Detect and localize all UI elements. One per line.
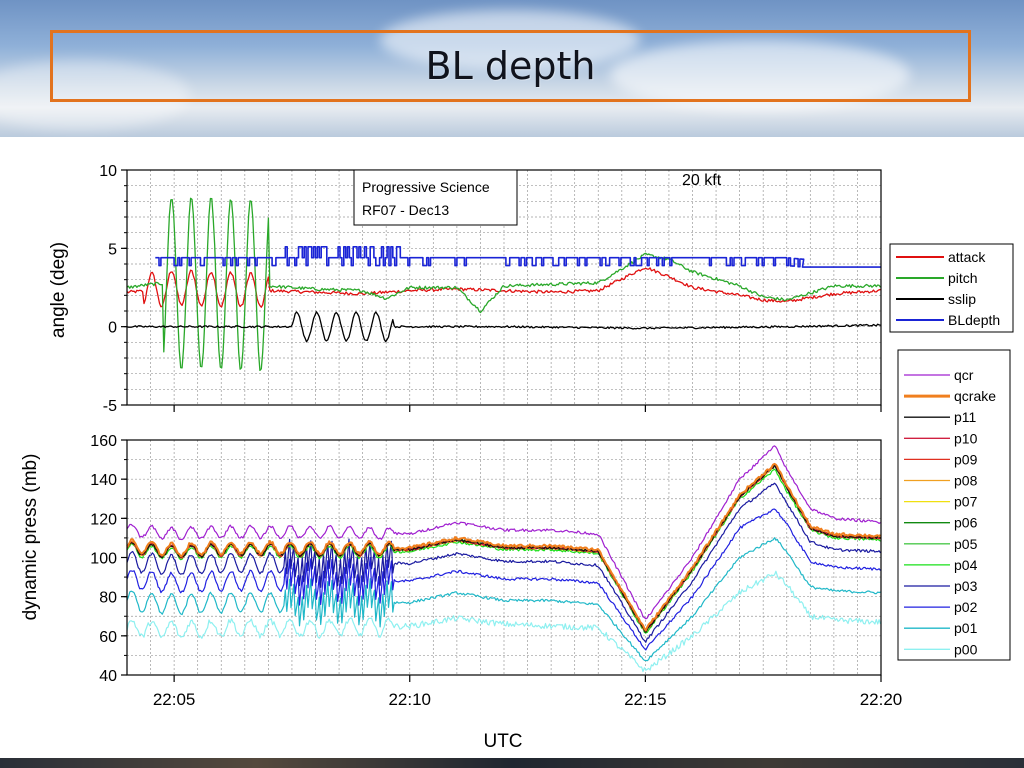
y-tick-label: 10 — [99, 163, 117, 180]
series-line-p02 — [126, 508, 881, 651]
y-tick-label: 60 — [99, 629, 117, 646]
series-line-pitch — [126, 197, 882, 372]
info-box-line-1: Progressive Science — [362, 179, 490, 195]
legend-label-qcrake: qcrake — [954, 388, 996, 404]
series-line-p04 — [126, 468, 881, 634]
info-box: Progressive Science RF07 - Dec13 — [353, 169, 518, 226]
y-tick-label: 0 — [108, 320, 117, 337]
y-tick-label: 80 — [99, 590, 117, 607]
legend-label-p05: p05 — [954, 536, 978, 552]
info-box-line-2: RF07 - Dec13 — [362, 202, 449, 218]
legend-label-qcr: qcr — [954, 367, 974, 383]
pressure-legend: qcr qcrake p11 p10 p09 p08 p07 p06 p05 p04 p03 p02 p… — [897, 349, 1011, 661]
legend-label-p04: p04 — [954, 557, 978, 573]
x-tick-label: 22:10 — [388, 690, 431, 709]
series-line-qcrake — [126, 462, 882, 632]
x-tick-label: 22:05 — [153, 690, 196, 709]
legend-label-p03: p03 — [954, 578, 978, 594]
pressure-y-label: dynamic press (mb) — [20, 454, 41, 621]
x-tick-label: 22:20 — [860, 690, 903, 709]
y-tick-label: -5 — [103, 398, 117, 415]
y-tick-label: 120 — [90, 511, 117, 528]
y-tick-label: 40 — [99, 668, 117, 685]
x-axis-label: UTC — [483, 731, 522, 752]
series-line-sslip — [126, 311, 881, 343]
angle-chart: -5 0 5 10 angle (deg) Progressive Science R… — [48, 163, 1014, 415]
series-line-p01 — [126, 537, 881, 662]
pressure-legend-box — [897, 349, 1011, 661]
angle-y-ticks: -5 0 5 10 — [99, 163, 127, 415]
legend-label-p10: p10 — [954, 430, 978, 446]
angle-y-label: angle (deg) — [48, 242, 69, 338]
legend-label-p07: p07 — [954, 494, 978, 510]
series-line-p00 — [126, 570, 882, 673]
legend-label-p01: p01 — [954, 620, 978, 636]
chart-figure: -5 0 5 10 angle (deg) Progressive Science R… — [20, 163, 1014, 752]
y-tick-label: 160 — [90, 433, 117, 450]
series-line-p03 — [126, 482, 882, 643]
pressure-x-ticks: 22:05 22:10 22:15 22:20 — [153, 405, 902, 709]
legend-label-p08: p08 — [954, 473, 978, 489]
series-line-BLdepth — [155, 246, 881, 268]
legend-label-BLdepth: BLdepth — [948, 312, 1000, 328]
legend-label-pitch: pitch — [948, 270, 978, 286]
angle-series — [126, 197, 882, 372]
legend-label-p11: p11 — [954, 409, 977, 425]
y-tick-label: 100 — [90, 551, 117, 568]
legend-label-p06: p06 — [954, 515, 978, 531]
altitude-annotation: 20 kft — [682, 172, 722, 189]
series-line-p06 — [126, 464, 881, 633]
legend-label-attack: attack — [948, 249, 986, 265]
angle-legend: attack pitch sslip BLdepth — [889, 243, 1014, 333]
legend-label-p02: p02 — [954, 599, 978, 615]
legend-label-p09: p09 — [954, 451, 978, 467]
slide-title: BL depth — [425, 44, 596, 88]
slide-title-box: BL depth — [50, 30, 971, 102]
y-tick-label: 140 — [90, 472, 117, 489]
legend-label-sslip: sslip — [948, 291, 976, 307]
x-tick-label: 22:15 — [624, 690, 667, 709]
pressure-series — [126, 445, 882, 673]
pressure-y-ticks: 40 60 80 100 120 140 160 — [90, 433, 127, 685]
series-line-attack — [126, 267, 881, 308]
angle-legend-box — [889, 243, 1014, 333]
bottom-photo-strip — [0, 758, 1024, 768]
chart-panel: -5 0 5 10 angle (deg) Progressive Science R… — [0, 137, 1024, 758]
series-line-qcr — [126, 445, 881, 620]
legend-label-p00: p00 — [954, 641, 978, 657]
y-tick-label: 5 — [108, 241, 117, 258]
